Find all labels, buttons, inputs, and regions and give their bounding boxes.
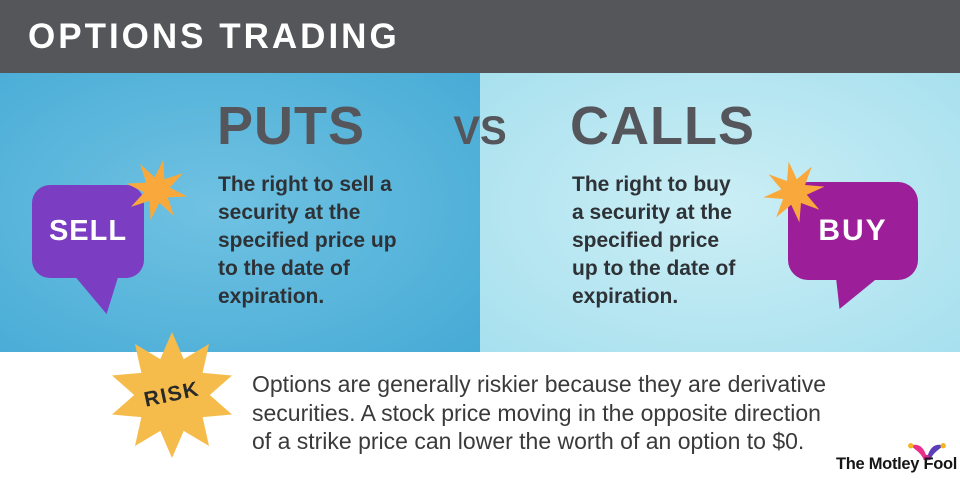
header-bar: OPTIONS TRADING bbox=[0, 0, 960, 73]
puts-description: The right to sell a security at the spec… bbox=[218, 173, 397, 308]
risk-star-icon bbox=[112, 332, 232, 458]
buy-starburst-icon bbox=[763, 161, 825, 223]
vs-label: VS bbox=[453, 109, 507, 153]
jester-hat-icon bbox=[908, 443, 946, 461]
brand-name: The Motley Fool bbox=[836, 455, 958, 473]
puts-heading: PUTS bbox=[217, 96, 366, 156]
sell-starburst-icon bbox=[126, 159, 188, 221]
brand-logo: The Motley Fool bbox=[836, 440, 957, 474]
risk-star: RISK bbox=[109, 332, 235, 458]
buy-badge-label: BUY bbox=[818, 214, 888, 247]
calls-heading: CALLS bbox=[570, 96, 755, 156]
risk-paragraph: Options are generally riskier because th… bbox=[252, 371, 827, 454]
sell-speech-bubble: SELL bbox=[32, 185, 144, 278]
page-title: OPTIONS TRADING bbox=[28, 17, 400, 56]
risk-star-label: RISK bbox=[142, 377, 202, 412]
calls-description: The right to buy a security at the speci… bbox=[572, 173, 736, 308]
sell-badge-label: SELL bbox=[48, 215, 128, 247]
